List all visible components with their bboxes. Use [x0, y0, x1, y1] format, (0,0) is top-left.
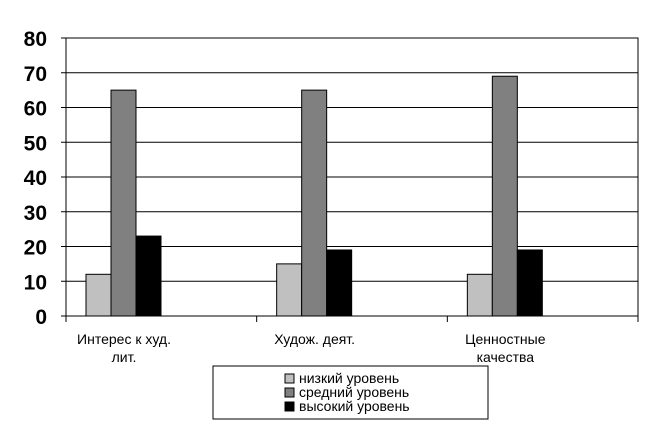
y-tick-label: 50 [24, 132, 47, 155]
y-axis-ticks: 0 10 20 30 40 50 60 70 80 [24, 28, 47, 329]
legend-swatch [284, 387, 295, 398]
y-tick-label: 10 [24, 271, 47, 294]
bar-3-2 [326, 249, 353, 317]
y-tick-label: 40 [24, 167, 47, 190]
bar-1-1 [85, 273, 112, 317]
y-tick-label: 80 [24, 28, 47, 51]
y-tick-label: 0 [35, 306, 47, 329]
bar-2-2 [301, 89, 328, 317]
legend-swatch [284, 401, 295, 412]
x-tick-label: Ценностные качества [465, 331, 546, 365]
axes [61, 37, 639, 322]
x-tick-label-line: Интерес к худ. [77, 331, 171, 347]
y-tick-label: 20 [24, 237, 47, 260]
x-tick-label-line: лит. [112, 349, 137, 365]
legend-swatch [284, 373, 295, 384]
x-tick-label-line: Худож. деят. [274, 331, 355, 347]
bars [85, 75, 543, 317]
legend-label: высокий уровень [299, 398, 410, 414]
legend-box [212, 365, 489, 420]
y-tick-label: 30 [24, 202, 47, 225]
bar-2-3 [491, 75, 518, 317]
bar-3-1 [135, 235, 162, 317]
y-tick-label: 70 [24, 63, 47, 86]
bar-1-2 [276, 263, 303, 317]
bar-3-3 [516, 249, 543, 317]
x-axis-ticks: Интерес к худ. лит. Худож. деят. Ценностные… [77, 331, 546, 365]
x-tick-label: Интерес к худ. лит. [77, 331, 171, 365]
legend-label: средний уровень [299, 384, 409, 400]
x-tick-label-line: качества [477, 349, 535, 365]
bar-1-3 [466, 273, 493, 317]
bar-2-1 [110, 89, 137, 317]
x-tick-label-line: Ценностные [465, 331, 546, 347]
y-tick-label: 60 [24, 98, 47, 121]
x-tick-label: Худож. деят. [274, 331, 355, 347]
legend-label: низкий уровень [299, 370, 399, 386]
